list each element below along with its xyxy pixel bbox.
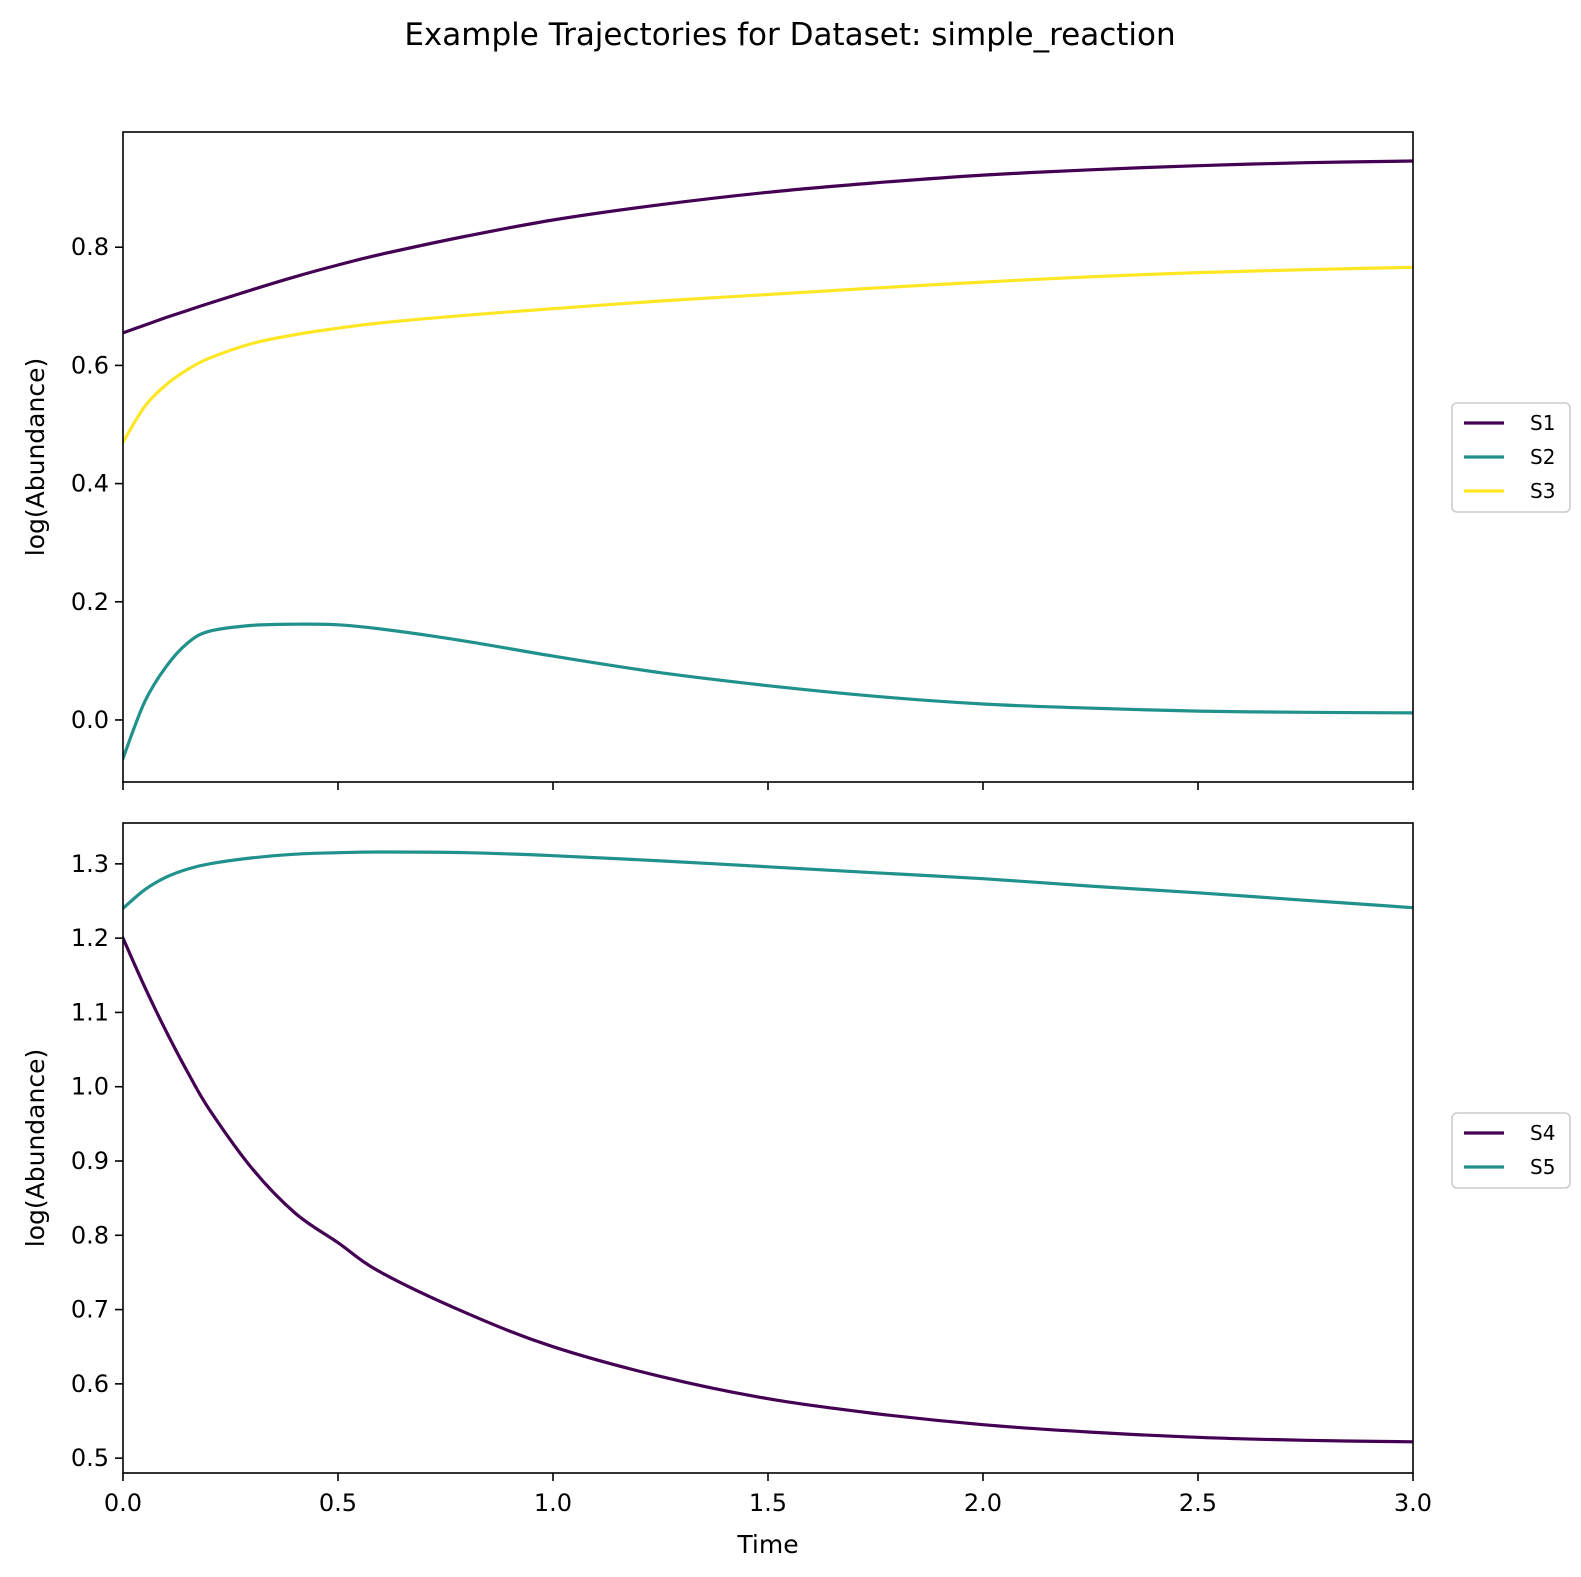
figure-title: Example Trajectories for Dataset: simple… <box>404 17 1175 53</box>
series-line-s2 <box>123 622 1413 761</box>
legend-label-s5: S5 <box>1530 1155 1555 1179</box>
series-lines <box>123 159 1413 761</box>
legend-label-s1: S1 <box>1530 411 1555 435</box>
y-tick-label: 0.8 <box>71 233 109 261</box>
x-axis-label: Time <box>736 1530 798 1559</box>
legend: S1 S2 S3 <box>1451 402 1571 513</box>
y-axis-label: log(Abundance) <box>21 358 50 556</box>
bottom-subplot: 0.5 0.6 0.7 0.8 0.9 1.0 1.1 1.2 1.3 0.0 0.5 1.0 1.5 2… <box>21 822 1571 1559</box>
legend-box <box>1451 402 1571 513</box>
x-tick-label: 0.5 <box>319 1489 357 1517</box>
y-tick-label: 0.0 <box>71 706 109 734</box>
series-line-s3 <box>123 265 1413 445</box>
x-tick-label: 2.0 <box>964 1489 1002 1517</box>
x-tick-label: 3.0 <box>1394 1489 1432 1517</box>
y-tick-label: 1.3 <box>71 850 109 878</box>
y-tick-label: 0.8 <box>71 1221 109 1249</box>
y-tick-label: 1.0 <box>71 1073 109 1101</box>
y-tick-label: 0.6 <box>71 351 109 379</box>
series-lines <box>123 850 1413 1444</box>
y-axis-label: log(Abundance) <box>21 1049 50 1247</box>
y-tick-label: 0.5 <box>71 1444 109 1472</box>
x-tick-label: 1.0 <box>534 1489 572 1517</box>
top-subplot: 0.0 0.2 0.4 0.6 0.8 log(Abundance) S1 S2 S3 <box>21 131 1571 790</box>
legend-label-s2: S2 <box>1530 445 1555 469</box>
y-tick-label: 1.2 <box>71 924 109 952</box>
y-tick-label: 1.1 <box>71 998 109 1026</box>
x-tick-label: 1.5 <box>749 1489 787 1517</box>
legend-label-s4: S4 <box>1530 1121 1555 1145</box>
series-line-s4 <box>123 935 1413 1444</box>
series-line-s1 <box>123 159 1413 335</box>
y-tick-label: 0.9 <box>71 1147 109 1175</box>
series-line-s5 <box>123 850 1413 911</box>
x-tick-label: 0.0 <box>104 1489 142 1517</box>
y-tick-label: 0.4 <box>71 470 109 498</box>
y-tick-label: 0.2 <box>71 588 109 616</box>
y-tick-label: 0.6 <box>71 1370 109 1398</box>
y-tick-label: 0.7 <box>71 1296 109 1324</box>
x-tick-label: 2.5 <box>1179 1489 1217 1517</box>
legend-label-s3: S3 <box>1530 479 1555 503</box>
